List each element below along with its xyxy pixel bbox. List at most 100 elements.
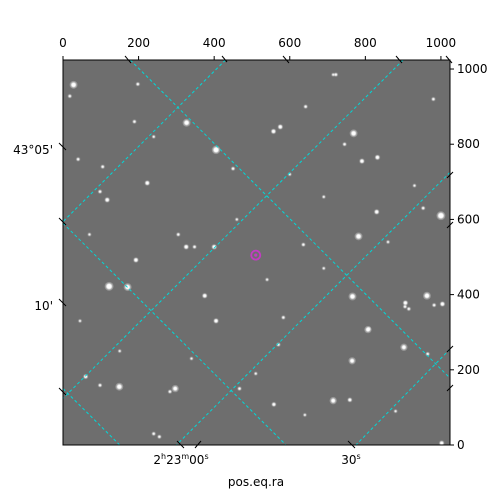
star bbox=[304, 105, 308, 109]
star bbox=[213, 147, 219, 153]
star bbox=[348, 398, 352, 402]
star bbox=[133, 258, 138, 263]
dec-tick-mark bbox=[58, 142, 67, 151]
star bbox=[212, 244, 217, 249]
star bbox=[401, 345, 407, 350]
edge-tick bbox=[446, 221, 454, 229]
star bbox=[88, 233, 91, 236]
image-area bbox=[62, 59, 451, 446]
right-tick-label: 600 bbox=[457, 212, 480, 226]
star bbox=[231, 167, 235, 171]
coordinate-grid bbox=[63, 60, 450, 445]
grid-line bbox=[129, 60, 450, 379]
star bbox=[98, 383, 102, 387]
star bbox=[303, 413, 307, 417]
star bbox=[356, 233, 362, 239]
dec-tick-mark bbox=[58, 217, 67, 226]
star bbox=[424, 293, 430, 299]
top-tick-label: 400 bbox=[203, 36, 226, 50]
top-tick-label: 600 bbox=[278, 36, 301, 50]
star bbox=[152, 135, 156, 138]
dec-tick-mark bbox=[58, 298, 67, 307]
star bbox=[440, 302, 445, 307]
edge-tick bbox=[221, 55, 228, 63]
target-marker bbox=[250, 249, 262, 261]
dec-tick-label: 43°05' bbox=[13, 143, 53, 157]
star bbox=[265, 278, 269, 281]
edge-tick bbox=[446, 345, 454, 353]
star bbox=[78, 319, 82, 323]
ra-tick-label: 30s bbox=[341, 452, 360, 467]
edge-tick bbox=[445, 55, 453, 64]
star bbox=[132, 120, 136, 124]
star bbox=[202, 293, 207, 298]
star bbox=[237, 387, 241, 391]
star bbox=[349, 293, 355, 299]
star bbox=[407, 307, 411, 311]
star bbox=[152, 432, 156, 436]
right-tick-label: 1000 bbox=[457, 62, 488, 76]
star bbox=[83, 374, 88, 379]
star bbox=[413, 184, 416, 187]
star bbox=[351, 130, 357, 136]
star bbox=[437, 212, 444, 219]
star bbox=[184, 244, 189, 249]
star bbox=[331, 73, 335, 76]
star bbox=[105, 197, 110, 202]
sky-background bbox=[63, 60, 450, 445]
edge-tick bbox=[446, 384, 454, 392]
star bbox=[375, 155, 380, 160]
star bbox=[272, 402, 276, 407]
star bbox=[118, 349, 121, 353]
star bbox=[235, 218, 239, 221]
star bbox=[68, 94, 72, 98]
right-tick-label: 0 bbox=[457, 438, 465, 452]
star bbox=[254, 372, 258, 375]
star bbox=[193, 245, 197, 249]
star bbox=[301, 243, 305, 247]
x-axis-title: pos.eq.ra bbox=[228, 475, 284, 489]
dec-tick-label: 10' bbox=[34, 299, 53, 313]
star bbox=[101, 165, 105, 169]
star bbox=[145, 180, 150, 185]
star bbox=[359, 159, 364, 164]
plot-frame bbox=[62, 59, 451, 446]
star bbox=[71, 82, 77, 88]
star bbox=[432, 303, 436, 307]
star bbox=[439, 441, 444, 445]
star bbox=[343, 142, 347, 146]
star bbox=[278, 124, 283, 129]
edge-tick bbox=[124, 55, 132, 64]
right-pixel-axis: 0 200 400 600 800 1000 bbox=[450, 62, 488, 452]
edge-tick bbox=[446, 171, 454, 179]
ra-tick-mark bbox=[176, 440, 185, 449]
top-tick-label: 1000 bbox=[426, 36, 457, 50]
star bbox=[281, 316, 285, 320]
star bbox=[403, 305, 407, 309]
star bbox=[403, 300, 408, 305]
star bbox=[106, 283, 113, 290]
star bbox=[214, 318, 219, 323]
top-pixel-axis: 0 200 400 600 800 1000 bbox=[59, 36, 456, 60]
star bbox=[334, 73, 338, 77]
ra-tick-label: 2h23m00s bbox=[153, 452, 208, 467]
star bbox=[386, 240, 390, 244]
ra-tick-mark bbox=[347, 440, 356, 449]
star bbox=[394, 409, 397, 413]
star bbox=[322, 195, 326, 199]
star bbox=[322, 266, 326, 270]
top-tick-label: 0 bbox=[59, 36, 67, 50]
star bbox=[173, 386, 178, 391]
target-marker-core bbox=[254, 253, 258, 257]
dec-tick-mark bbox=[58, 387, 67, 396]
ra-axis: 2h23m00s 30s pos.eq.ra bbox=[153, 440, 361, 489]
star bbox=[365, 327, 371, 332]
star bbox=[98, 190, 102, 194]
star bbox=[190, 357, 193, 360]
top-edge-ticks bbox=[124, 55, 453, 64]
star bbox=[168, 390, 172, 394]
star bbox=[157, 435, 161, 439]
top-tick-label: 200 bbox=[127, 36, 150, 50]
star bbox=[431, 97, 435, 101]
